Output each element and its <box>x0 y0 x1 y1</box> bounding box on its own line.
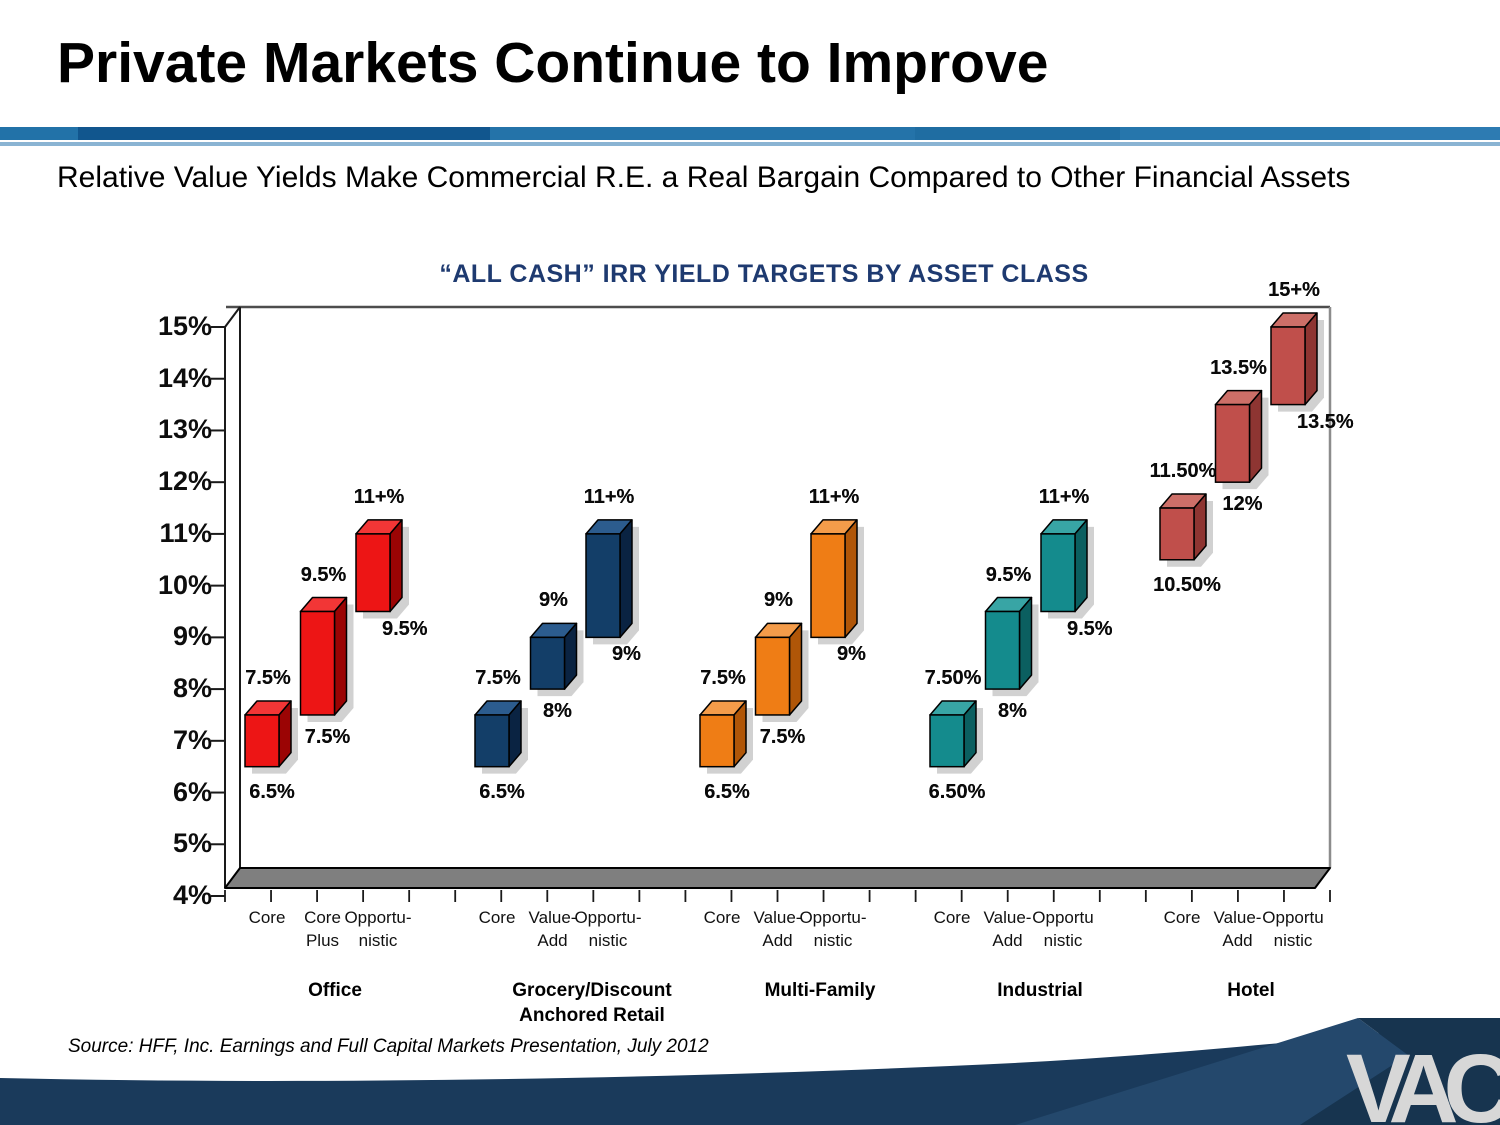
y-axis-tick-label: 15% <box>157 311 212 341</box>
bar-label-low-grocery-discount-anchored-retail-2: 9% <box>612 643 641 666</box>
bar-industrial-2 <box>1040 533 1076 613</box>
chart-title: “ALL CASH” IRR YIELD TARGETS BY ASSET CL… <box>0 260 1500 289</box>
bar-label-low-industrial-2: 9.5% <box>1067 617 1113 640</box>
bar-label-low-grocery-discount-anchored-retail-0: 6.5% <box>479 780 525 803</box>
y-axis-tick-label: 14% <box>157 362 212 393</box>
bar-label-high-industrial-2: 11+% <box>1038 485 1090 508</box>
accent-band-segment <box>78 127 490 140</box>
footer-swoosh <box>0 1018 1500 1125</box>
bar-label-low-industrial-0: 6.50% <box>928 780 986 803</box>
x-category-label-office-2: Opportu- nistic <box>344 908 412 950</box>
bar-office-1 <box>299 610 336 716</box>
y-axis-tick-label: 4% <box>172 880 212 910</box>
accent-band-segment <box>490 127 915 140</box>
bar-multi-family-2 <box>810 533 846 639</box>
bar-hotel-1 <box>1214 403 1251 483</box>
accent-band-segment <box>0 127 78 140</box>
bar-industrial-0 <box>929 714 965 768</box>
bar-industrial-1 <box>984 610 1021 690</box>
x-category-label-office-0: Core <box>248 908 286 927</box>
bar-office-0 <box>244 714 280 768</box>
y-axis-tick-label: 11% <box>159 517 212 548</box>
bar-label-high-multi-family-1: 9% <box>764 589 793 612</box>
bar-label-high-office-2: 11+% <box>353 485 405 508</box>
bar-label-low-multi-family-2: 9% <box>837 643 866 666</box>
group-label-grocery-discount-anchored-retail: Grocery/Discount Anchored Retail <box>512 980 672 1026</box>
bar-label-high-hotel-1: 13.5% <box>1210 356 1267 379</box>
bar-label-high-multi-family-0: 7.5% <box>700 666 746 689</box>
bar-label-low-industrial-1: 8% <box>998 700 1027 723</box>
bar-grocery-discount-anchored-retail-0 <box>474 714 510 768</box>
bar-label-low-office-2: 9.5% <box>382 617 428 640</box>
y-axis-tick-label: 6% <box>172 776 212 807</box>
bar-label-high-grocery-discount-anchored-retail-0: 7.5% <box>475 666 521 689</box>
bar-office-2 <box>355 533 391 613</box>
bar-label-high-hotel-2: 15+% <box>1268 279 1320 301</box>
bar-multi-family-0 <box>699 714 735 768</box>
source-note: Source: HFF, Inc. Earnings and Full Capi… <box>68 1036 709 1057</box>
x-category-label-multi-family-1: Value- Add <box>753 908 802 950</box>
bar-label-high-grocery-discount-anchored-retail-1: 9% <box>539 589 568 612</box>
y-axis-tick-label: 8% <box>172 673 212 704</box>
x-category-label-industrial-1: Value- Add <box>983 908 1032 950</box>
group-label-hotel: Hotel <box>1227 980 1275 1001</box>
accent-band-segment <box>1370 127 1500 140</box>
group-label-office: Office <box>308 980 362 1001</box>
x-category-label-hotel-2: Opportu nistic <box>1262 908 1324 950</box>
group-label-industrial: Industrial <box>997 980 1083 1001</box>
accent-band-segment <box>1120 127 1370 140</box>
y-axis-tick-label: 10% <box>157 569 212 600</box>
bar-label-low-hotel-1: 12% <box>1222 493 1263 516</box>
bar-label-low-office-1: 7.5% <box>304 725 351 748</box>
group-label-multi-family: Multi-Family <box>764 980 876 1001</box>
x-category-label-hotel-1: Value- Add <box>1213 908 1262 950</box>
y-axis-tick-label: 7% <box>172 724 212 755</box>
page-title: Private Markets Continue to Improve <box>57 31 1049 95</box>
x-category-label-multi-family-2: Opportu- nistic <box>799 908 867 950</box>
bar-label-high-industrial-0: 7.50% <box>924 666 982 689</box>
x-category-label-multi-family-0: Core <box>703 908 741 927</box>
x-category-label-hotel-0: Core <box>1163 908 1201 927</box>
bar-label-high-office-0: 7.5% <box>245 666 291 689</box>
vac-logo: VAC <box>1346 1034 1500 1125</box>
x-category-label-grocery-discount-anchored-retail-0: Core <box>478 908 516 927</box>
bar-hotel-0 <box>1159 507 1195 561</box>
bar-label-high-office-1: 9.5% <box>300 563 347 586</box>
x-category-label-grocery-discount-anchored-retail-2: Opportu- nistic <box>574 908 642 950</box>
bar-label-high-multi-family-2: 11+% <box>808 485 860 508</box>
bar-label-high-industrial-1: 9.5% <box>985 563 1032 586</box>
slide-subtitle: Relative Value Yields Make Commercial R.… <box>57 161 1351 194</box>
header-accent-light-line <box>0 142 1500 146</box>
x-category-label-office-1: Core Plus <box>304 908 341 950</box>
chart-title-text: “ALL CASH” IRR YIELD TARGETS BY ASSET CL… <box>439 260 1089 288</box>
bar-hotel-2 <box>1270 326 1306 406</box>
header-accent-band <box>0 127 1500 140</box>
bar-label-low-grocery-discount-anchored-retail-1: 8% <box>543 700 572 723</box>
accent-band-segment <box>915 127 1120 140</box>
bar-label-low-office-0: 6.5% <box>249 780 295 803</box>
bar-multi-family-1 <box>754 636 791 716</box>
y-axis-tick-label: 5% <box>172 828 212 859</box>
bar-label-low-multi-family-1: 7.5% <box>759 725 806 748</box>
y-axis-tick-label: 9% <box>172 621 212 652</box>
bar-label-low-hotel-0: 10.50% <box>1153 573 1221 596</box>
bar-label-high-grocery-discount-anchored-retail-2: 11+% <box>583 485 635 508</box>
x-category-label-grocery-discount-anchored-retail-1: Value- Add <box>528 908 577 950</box>
bar-label-high-hotel-0: 11.50% <box>1149 460 1217 483</box>
bar-label-low-hotel-2: 13.5% <box>1297 410 1354 433</box>
y-axis-tick-label: 12% <box>157 466 212 497</box>
x-category-label-industrial-2: Opportu nistic <box>1032 908 1094 950</box>
y-axis-tick-label: 13% <box>157 414 212 445</box>
bar-grocery-discount-anchored-retail-1 <box>529 636 566 690</box>
x-category-label-industrial-0: Core <box>933 908 971 927</box>
bar-label-low-multi-family-0: 6.5% <box>704 780 750 803</box>
bar-grocery-discount-anchored-retail-2 <box>585 533 621 639</box>
